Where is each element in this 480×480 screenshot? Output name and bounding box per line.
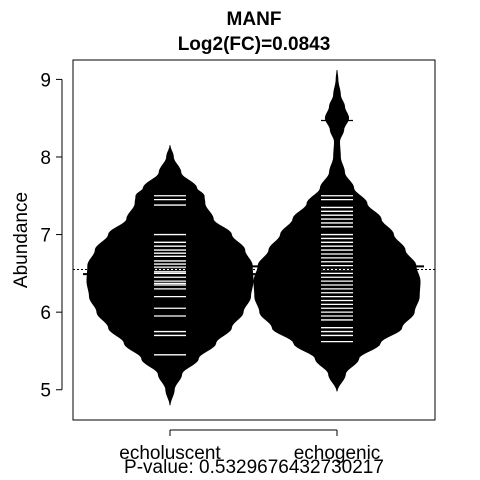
y-tick-label: 9 bbox=[40, 70, 51, 91]
plot-area-frame bbox=[72, 59, 436, 421]
bean-echogenic bbox=[253, 70, 421, 392]
y-axis: 5 6 7 8 9 bbox=[40, 70, 63, 402]
beans-layer bbox=[83, 70, 424, 406]
x-tick-label: echogenic bbox=[294, 443, 381, 464]
chart-subtitle: Log2(FC)=0.0843 bbox=[178, 34, 331, 55]
bean-echoluscent bbox=[86, 145, 254, 406]
y-tick-label: 5 bbox=[40, 381, 51, 402]
chart-title: MANF bbox=[227, 9, 282, 30]
y-tick-label: 7 bbox=[40, 226, 51, 247]
y-axis-label: Abundance bbox=[11, 192, 32, 288]
y-tick-label: 6 bbox=[40, 303, 51, 324]
x-tick-label: echoluscent bbox=[119, 443, 221, 464]
y-tick-label: 8 bbox=[40, 148, 51, 169]
x-axis-label: P-value: 0.5329676432730217 bbox=[124, 457, 384, 478]
x-axis: echoluscent echogenic bbox=[119, 429, 381, 464]
